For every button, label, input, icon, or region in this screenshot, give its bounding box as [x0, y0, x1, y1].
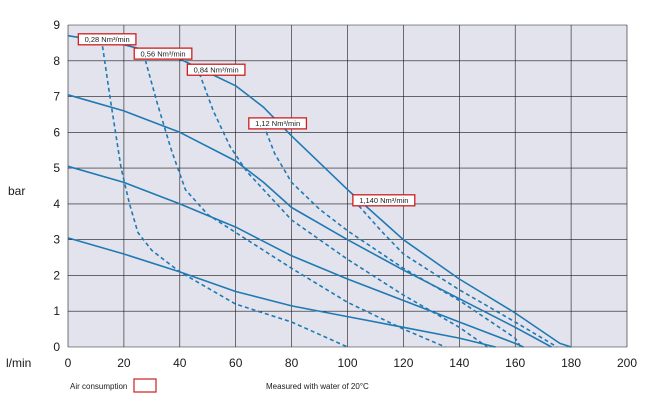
y-tick-label: 4 [53, 197, 60, 211]
annotation-label: 1,12 Nm³/min [255, 119, 300, 128]
pressure-curve [67, 237, 496, 348]
x-tick-label: 60 [229, 356, 243, 370]
air-consumption-annotation: 0,84 Nm³/min [186, 63, 246, 76]
x-tick-label: 160 [505, 356, 525, 370]
air-consumption-annotation: 0,56 Nm³/min [133, 47, 193, 60]
y-tick-label: 5 [53, 161, 60, 175]
annotations: 0,28 Nm³/min 0,56 Nm³/min 0,84 Nm³/min 1,12… [77, 33, 416, 207]
y-tick-label: 0 [53, 340, 60, 354]
annotation-box [248, 117, 308, 130]
measured-note: Measured with water of 20°C [266, 382, 369, 391]
annotation-box [186, 63, 246, 76]
y-tick-label: 9 [53, 18, 60, 32]
x-tick-label: 80 [285, 356, 299, 370]
x-axis-label: l/min [6, 356, 31, 370]
y-tick-label: 8 [53, 54, 60, 68]
x-tick-label: 120 [393, 356, 413, 370]
air-consumption-annotation: 1,140 Nm³/min [352, 194, 416, 207]
y-tick-label: 7 [53, 90, 60, 104]
series-layer [67, 34, 572, 348]
pressure-curve [67, 165, 524, 348]
annotation-box [133, 47, 193, 60]
annotation-label: 0,84 Nm³/min [194, 65, 239, 74]
air-consumption-curve [198, 73, 488, 348]
y-axis-label: bar [8, 184, 25, 198]
air-consumption-curve [142, 53, 446, 348]
air-consumption-curve [358, 205, 558, 348]
x-tick-label: 100 [337, 356, 357, 370]
annotation-label: 0,56 Nm³/min [141, 49, 186, 58]
annotation-label: 1,140 Nm³/min [359, 196, 408, 205]
tick-labels: 0 20 40 60 80 100 120 140 160 180 200 0 1 2 3 4 5 6 7 8 9 [53, 18, 637, 370]
annotation-box [352, 194, 416, 207]
x-tick-label: 200 [617, 356, 637, 370]
air-consumption-swatch [133, 378, 157, 393]
y-tick-label: 1 [53, 304, 60, 318]
annotation-box [77, 33, 137, 46]
air-consumption-label: Air consumption [70, 382, 127, 391]
air-consumption-annotation: 1,12 Nm³/min [248, 117, 308, 130]
air-consumption-curve [100, 39, 348, 348]
y-tick-label: 3 [53, 233, 60, 247]
x-tick-label: 0 [65, 356, 72, 370]
y-tick-label: 6 [53, 125, 60, 139]
x-tick-label: 20 [117, 356, 131, 370]
pressure-curve [67, 94, 552, 348]
x-tick-label: 140 [449, 356, 469, 370]
air-consumption-annotation: 0,28 Nm³/min [77, 33, 137, 46]
y-tick-label: 2 [53, 268, 60, 282]
annotation-label: 0,28 Nm³/min [85, 35, 130, 44]
x-tick-label: 40 [173, 356, 187, 370]
footer-legend: Air consumption Measured with water of 2… [70, 378, 369, 393]
x-tick-label: 180 [561, 356, 581, 370]
